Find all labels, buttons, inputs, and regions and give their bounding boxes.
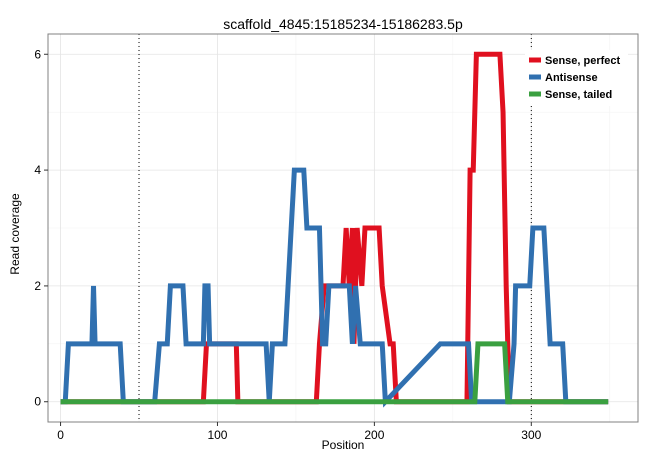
series-line-sense-tailed (60, 341, 609, 405)
y-axis-title: Read coverage (8, 193, 22, 275)
x-axis-title: Position (322, 438, 365, 452)
chart-title: scaffold_4845:15185234-15186283.5p (223, 16, 463, 32)
x-tick-label: 0 (57, 428, 64, 442)
series-lines (60, 51, 609, 408)
panel-border (47, 33, 639, 423)
legend-label: Antisense (545, 72, 598, 84)
legend-label: Sense, perfect (545, 55, 621, 67)
y-tick-label: 0 (34, 395, 41, 409)
axis-ticks: 0 100 200 300 0 2 4 6 (34, 47, 541, 442)
x-tick-label: 100 (207, 428, 227, 442)
series-line-antisense (60, 167, 609, 408)
y-tick-label: 6 (34, 47, 41, 61)
x-tick-label: 200 (364, 428, 384, 442)
y-tick-label: 4 (34, 163, 41, 177)
legend: Sense, perfect Antisense Sense, tailed (525, 50, 628, 106)
y-tick-label: 2 (34, 279, 41, 293)
legend-box (525, 50, 628, 106)
legend-label: Sense, tailed (545, 89, 612, 101)
x-tick-label: 300 (521, 428, 541, 442)
